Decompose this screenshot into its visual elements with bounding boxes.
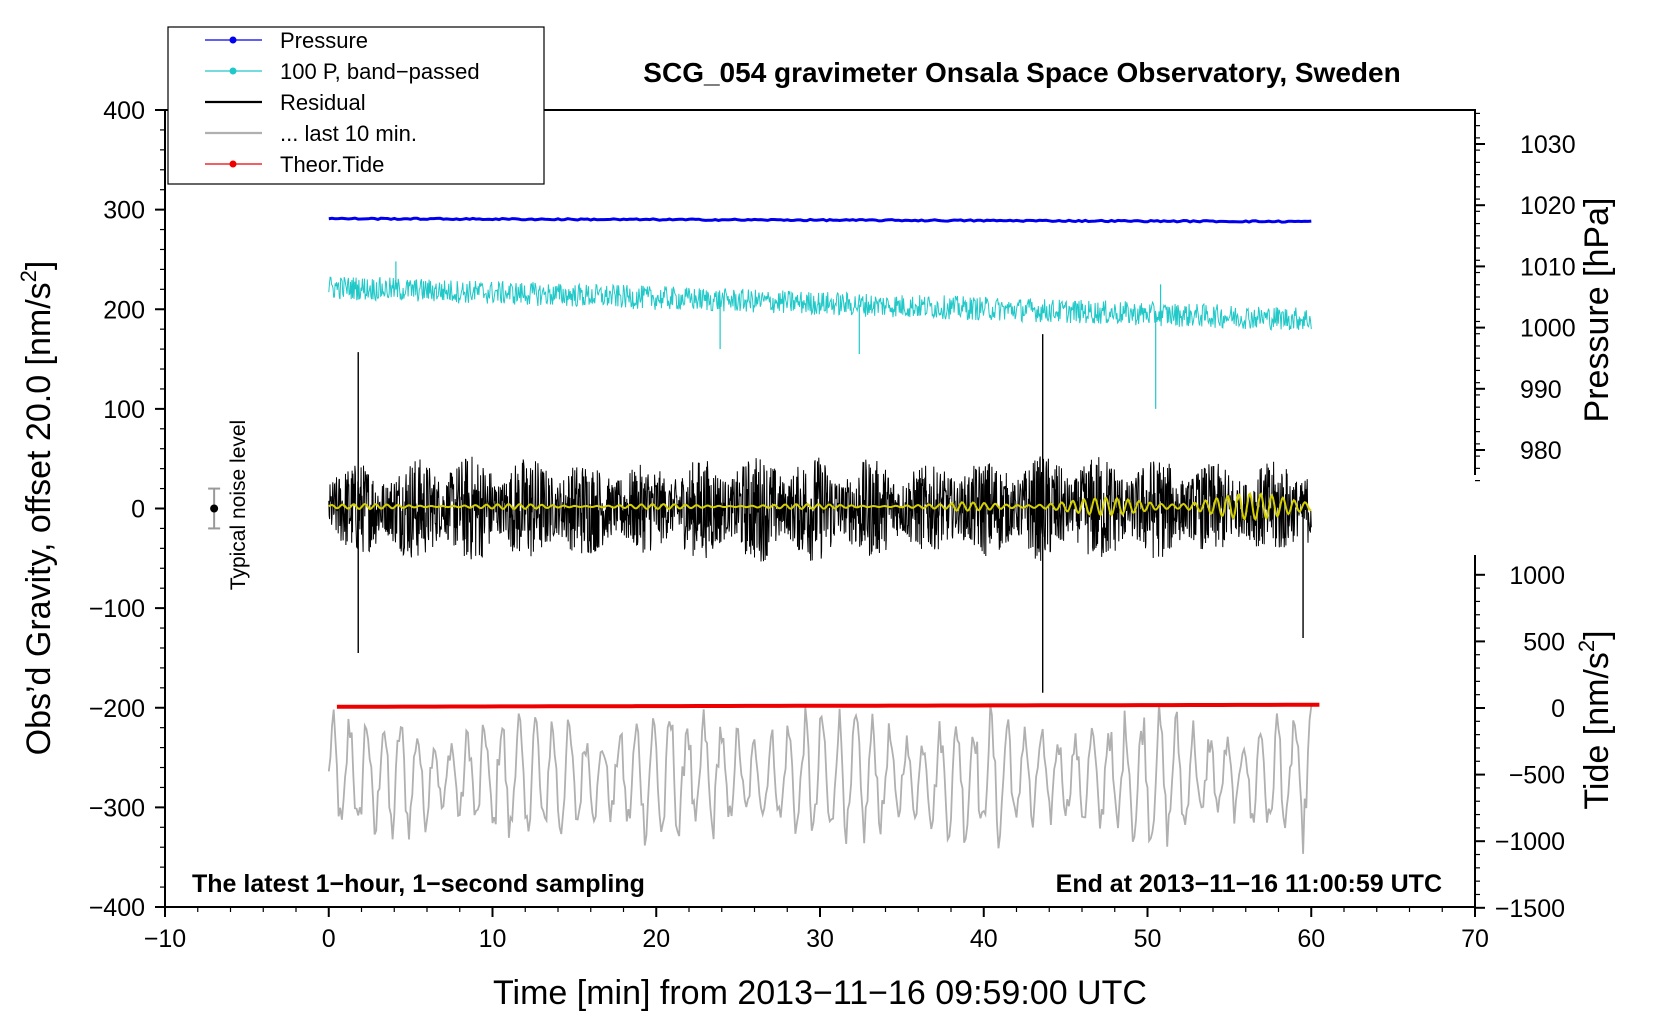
y-left-tick-label: 200 [103,296,145,324]
pressure-tick-label: 1030 [1520,131,1576,159]
y-left-tick-label: −200 [89,695,145,723]
series-last-10-min [327,703,1313,854]
y-left-tick-label: −100 [89,595,145,623]
tide-tick-label: −1000 [1495,828,1565,856]
pressure-tick-label: 990 [1520,376,1562,404]
legend-swatch-marker [229,160,237,168]
legend-swatch-marker [229,36,237,44]
legend-items: Pressure 100 P, band−passed Residual ... la… [205,28,480,177]
tide-tick-label: −1500 [1495,895,1565,923]
y-axis-right-tide-title-main: Tide [nm/s [1578,652,1616,809]
legend-label: 100 P, band−passed [280,59,480,84]
y-left-tick-label: 400 [103,97,145,125]
y-axis-left-title-sup: 2 [16,270,41,282]
series-residual [328,456,1312,562]
legend-label: Pressure [280,28,368,53]
tide-tick-label: 500 [1523,628,1565,656]
y-axis-right-tide-title: Tide [nm/s2] [1574,630,1616,809]
y-axis-left-title: Obs’d Gravity, offset 20.0 [nm/s2] [16,261,58,756]
x-tick-label: 50 [1134,925,1162,953]
x-tick-label: 0 [322,925,336,953]
x-tick-label: 20 [642,925,670,953]
x-tick-label: 60 [1297,925,1325,953]
pressure-tick-label: 1010 [1520,253,1576,281]
legend: Pressure 100 P, band−passed Residual ... la… [167,26,545,185]
y-axis-left-title-main: Obs’d Gravity, offset 20.0 [nm/s [20,282,58,755]
y-left-tick-label: −400 [89,894,145,922]
x-axis-title: Time [min] from 2013−11−16 09:59:00 UTC [493,974,1147,1012]
legend-label: Theor.Tide [280,152,384,177]
y-axis-right-pressure-title: Pressure [hPa] [1578,198,1616,423]
y-axis-right-tide-title-sup: 2 [1574,640,1599,652]
legend-box [167,26,545,185]
x-tick-label: −10 [144,925,186,953]
y-left-tick-label: 100 [103,396,145,424]
note-end-time: End at 2013−11−16 11:00:59 UTC [1056,870,1442,898]
data-traces [327,216,1320,854]
y-left-tick-label: 0 [131,496,145,524]
x-tick-label: 70 [1461,925,1489,953]
y-left-tick-label: 300 [103,197,145,225]
pressure-tick-label: 1000 [1520,315,1576,343]
tide-tick-label: 0 [1551,695,1565,723]
legend-swatch-marker [229,67,237,75]
x-tick-label: 10 [479,925,507,953]
legend-label: Residual [280,90,366,115]
axis-ticks [155,109,1485,917]
note-latest-hour: The latest 1−hour, 1−second sampling [192,870,645,898]
series-residual-lowpass [328,491,1312,522]
series-pressure [328,216,1312,224]
noise-center-dot [210,504,219,513]
y-axis-left-title-end: ] [20,261,58,270]
pressure-tick-label: 1020 [1520,192,1576,220]
tide-tick-label: 1000 [1509,562,1565,590]
noise-level-indicator: Typical noise level [208,420,250,590]
legend-label: ... last 10 min. [280,121,417,146]
tide-tick-label: −500 [1509,762,1565,790]
pressure-tick-label: 980 [1520,437,1562,465]
axis-tick-labels: −10 0 10 20 30 40 50 60 704003002001000−100−200−… [89,97,1576,953]
x-tick-label: 40 [970,925,998,953]
series-band-passed-pressure [328,276,1312,331]
noise-level-label: Typical noise level [227,420,250,590]
y-axis-right-tide-title-end: ] [1578,630,1616,639]
x-tick-label: 30 [806,925,834,953]
series-theoretical-tide [336,702,1320,709]
y-left-tick-label: −300 [89,794,145,822]
chart-title: SCG_054 gravimeter Onsala Space Observat… [643,57,1400,88]
